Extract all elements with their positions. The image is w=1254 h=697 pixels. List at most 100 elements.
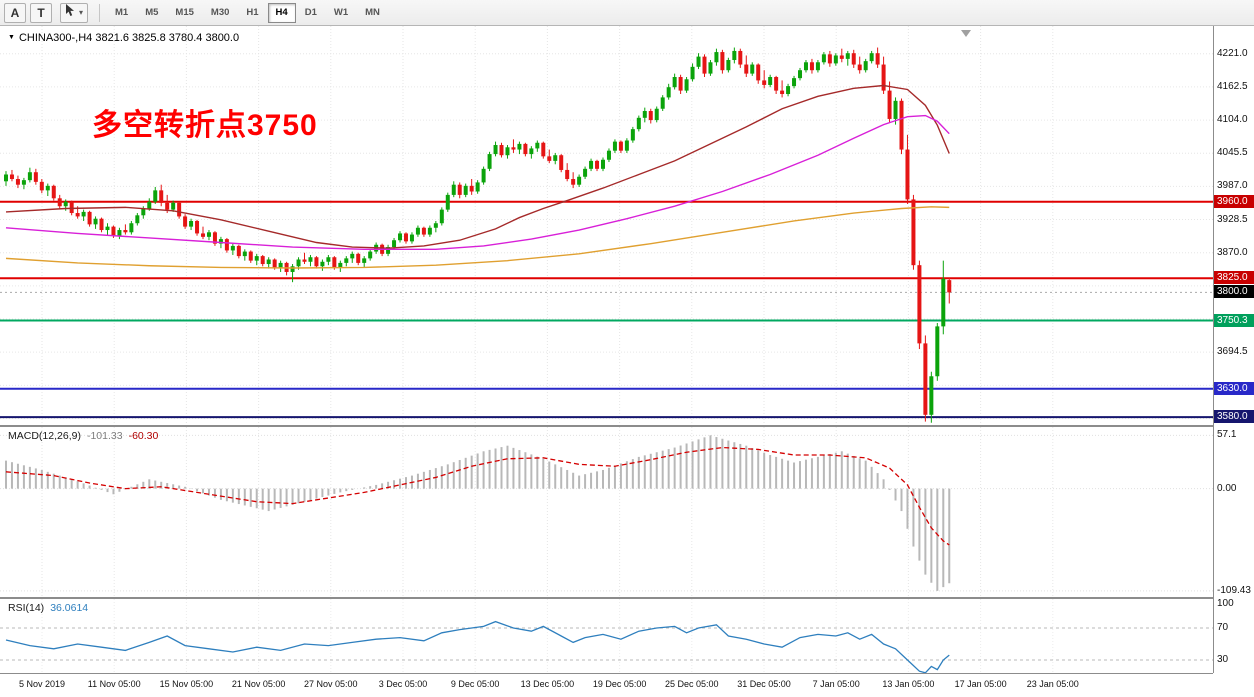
time-axis-label: 25 Dec 05:00	[665, 679, 719, 689]
candle	[606, 148, 611, 163]
candle	[248, 250, 253, 263]
time-axis[interactable]: 5 Nov 2019 11 Nov 05:00 15 Nov 05:00 21 Nov…	[0, 673, 1213, 697]
cursor-tool-button[interactable]: ▾	[60, 2, 89, 23]
timeframe-m15[interactable]: M15	[175, 6, 194, 18]
candle	[821, 52, 826, 65]
panel-splitter[interactable]	[0, 425, 1254, 427]
macd-axis-label: 0.00	[1217, 482, 1237, 494]
candle	[212, 231, 217, 246]
timeframe-d1[interactable]: D1	[304, 6, 317, 18]
candle	[601, 157, 605, 172]
rsi-line	[5, 620, 950, 673]
candle	[499, 142, 504, 158]
timeframe-m30[interactable]: M30	[210, 6, 230, 18]
candle	[792, 75, 797, 89]
candle	[732, 47, 737, 64]
timeframe-m1[interactable]: M1	[115, 6, 129, 18]
time-axis-label: 7 Jan 05:00	[812, 679, 860, 689]
timeframe-mn[interactable]: MN	[365, 6, 380, 18]
price-level-badge: 3960.0	[1214, 194, 1254, 208]
candle	[368, 249, 373, 261]
rsi-axis-label: 30	[1217, 654, 1229, 665]
candle	[833, 53, 838, 66]
price-axis-label: 3694.5	[1217, 346, 1248, 358]
candle	[786, 83, 791, 97]
price-level-badge: 3630.0	[1214, 381, 1254, 395]
timeframe-w1[interactable]: W1	[333, 6, 349, 18]
candle	[726, 57, 731, 73]
candle	[535, 140, 540, 152]
time-axis-label: 21 Nov 05:00	[231, 679, 286, 689]
candle	[714, 48, 719, 66]
candle	[887, 81, 892, 123]
price-axis-label: 3987.0	[1217, 180, 1248, 192]
macd-axis-label: -109.43	[1217, 584, 1251, 596]
candle	[159, 184, 164, 207]
toolbar-button-a[interactable]: A	[4, 2, 26, 23]
candle	[302, 252, 307, 265]
timeframe-m5[interactable]: M5	[145, 6, 159, 18]
candle	[815, 60, 820, 73]
main-chart-panel[interactable]: ▼ CHINA300-,H4 3821.6 3825.8 3780.4 3800.…	[0, 26, 1213, 425]
candle	[326, 254, 331, 266]
ma-slow-orange	[5, 206, 950, 269]
candle	[51, 184, 56, 201]
rsi-panel[interactable]: RSI(14) 36.0614	[0, 599, 1213, 673]
candle	[338, 260, 343, 272]
toolbar: A T ▾ M1 M5 M15 M30 H1 H4 D1 W1 MN	[0, 0, 1254, 26]
candle	[27, 167, 32, 183]
candle	[803, 60, 808, 73]
candle	[762, 70, 767, 89]
chart-shift-marker-icon[interactable]	[961, 30, 971, 37]
candle	[21, 177, 26, 190]
time-axis-label: 5 Nov 2019	[18, 679, 66, 689]
candle	[439, 207, 444, 226]
candle	[863, 58, 868, 73]
candle	[278, 260, 283, 272]
candle	[224, 237, 229, 253]
candle	[636, 115, 641, 132]
panel-splitter[interactable]	[0, 597, 1254, 599]
rsi-value: 36.0614	[50, 602, 89, 614]
toolbar-button-t[interactable]: T	[30, 2, 52, 23]
candle	[624, 138, 629, 153]
candle	[827, 50, 832, 67]
candle	[666, 83, 671, 100]
candle	[320, 259, 325, 271]
price-axis-label: 3870.0	[1217, 246, 1248, 258]
price-axis[interactable]: 4221.0 4162.5 4104.0 4045.5 3987.0 3928.5 3870…	[1213, 26, 1254, 673]
candle	[266, 257, 271, 269]
candle	[493, 141, 498, 157]
symbol-expander-icon[interactable]: ▼	[8, 34, 15, 41]
candle	[648, 108, 653, 124]
candle	[809, 58, 814, 74]
rsi-svg	[0, 599, 1213, 673]
candle	[875, 47, 880, 68]
candle	[45, 183, 50, 197]
price-axis-label: 4104.0	[1217, 114, 1248, 126]
price-level-badge: 3580.0	[1214, 410, 1254, 424]
candle	[177, 201, 182, 219]
candle	[123, 224, 128, 235]
candle	[583, 166, 588, 180]
macd-panel[interactable]: MACD(12,26,9) -101.33 -60.30	[0, 427, 1213, 597]
candle	[857, 56, 862, 74]
candle	[427, 225, 432, 237]
candle	[565, 163, 570, 182]
rsi-axis-label: 70	[1217, 622, 1229, 633]
time-axis-label: 19 Dec 05:00	[592, 679, 647, 689]
candle	[923, 335, 928, 422]
candle	[129, 220, 134, 235]
candle	[595, 159, 600, 172]
cursor-arrow-icon	[65, 3, 76, 22]
time-axis-label: 13 Jan 05:00	[882, 679, 935, 689]
candle	[409, 232, 414, 244]
candle	[851, 49, 856, 68]
candle	[702, 54, 707, 78]
candle	[457, 182, 462, 199]
candle	[505, 145, 510, 159]
timeframe-h1[interactable]: H1	[246, 6, 259, 18]
timeframe-h4[interactable]: H4	[267, 2, 296, 23]
candle	[756, 63, 761, 84]
